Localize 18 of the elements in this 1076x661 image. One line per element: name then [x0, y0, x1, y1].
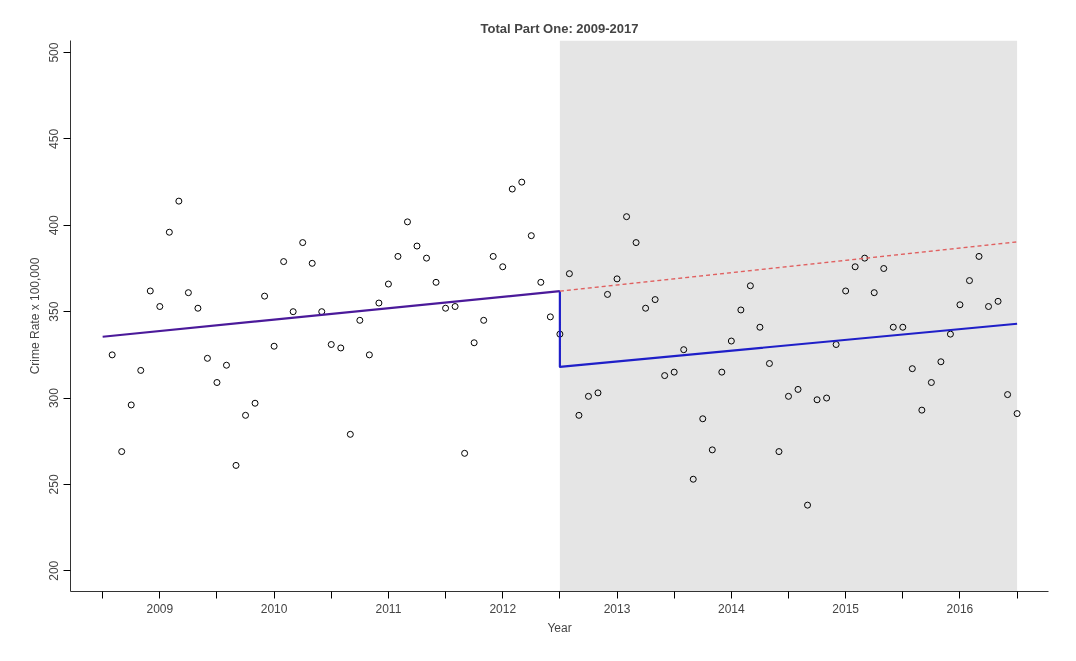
y-tick-label: 450 — [47, 128, 62, 149]
y-axis-title: Crime Rate x 100,000 — [27, 257, 42, 375]
x-tick-label: 2013 — [603, 601, 631, 616]
chart-title: Total Part One: 2009-2017 — [480, 20, 639, 36]
y-tick-label: 400 — [47, 214, 62, 236]
x-tick-label: 2011 — [375, 601, 402, 616]
x-tick-label: 2016 — [946, 601, 974, 616]
x-tick-label: 2010 — [260, 601, 288, 616]
x-tick-label: 2012 — [489, 601, 517, 616]
y-tick-label: 250 — [47, 474, 62, 495]
x-tick-label: 2015 — [832, 601, 860, 616]
x-axis-title: Year — [547, 620, 572, 635]
y-tick-label: 200 — [47, 560, 62, 581]
y-tick-label: 350 — [47, 301, 62, 322]
y-tick-label: 300 — [47, 387, 62, 409]
x-tick-label: 2009 — [146, 601, 174, 616]
y-tick-label: 500 — [47, 42, 62, 63]
x-tick-label: 2014 — [717, 601, 746, 616]
